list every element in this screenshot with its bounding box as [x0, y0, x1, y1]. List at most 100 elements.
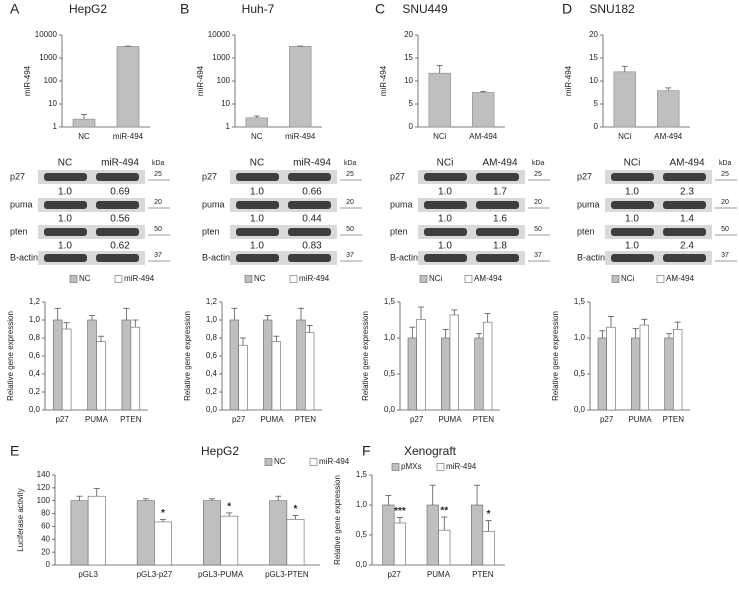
- blot-row-label: pten: [577, 226, 595, 236]
- legend-label: AM-494: [474, 274, 503, 283]
- blot-marker: 25: [721, 171, 729, 178]
- blot-band: [663, 173, 706, 181]
- blot-band: [611, 254, 654, 262]
- blot-column: AM-494: [669, 158, 704, 169]
- blot-quant: 1.0: [625, 214, 639, 225]
- blot-band: [476, 228, 519, 236]
- blot-row-label: pten: [390, 226, 408, 236]
- y-tick-label: 0,0: [356, 560, 368, 569]
- y-tick-label: 0,2: [206, 387, 218, 396]
- blot-band: [96, 173, 139, 181]
- y-tick-label: 1,5: [574, 297, 586, 306]
- blot-marker: 20: [346, 199, 354, 206]
- y-tick-label: 0,2: [29, 387, 41, 396]
- y-tick-label: 0,0: [29, 405, 41, 414]
- y-tick-label: 10: [404, 76, 413, 85]
- y-tick-label: 60: [41, 522, 50, 531]
- x-tick-label: PTEN: [663, 415, 685, 424]
- x-tick-label: NC: [251, 132, 263, 141]
- blot-row-label: p27: [390, 171, 405, 181]
- legend-swatch: [656, 275, 665, 283]
- y-tick-label: 1,0: [384, 333, 396, 342]
- chart-title: SNU449: [402, 2, 448, 16]
- legend-label: NCi: [429, 274, 443, 283]
- blot-unit: kDa: [152, 160, 165, 167]
- blot-row-label: pten: [202, 226, 220, 236]
- x-tick-label: NCi: [618, 132, 632, 141]
- blot-row-label: B-actin: [577, 252, 605, 262]
- blot-marker: 50: [721, 226, 729, 233]
- blot-quant: 1.4: [680, 214, 694, 225]
- panel-label: F: [362, 443, 371, 459]
- blot-band: [476, 201, 519, 209]
- bar: [271, 341, 281, 411]
- blot-quant: 1.0: [58, 187, 72, 198]
- y-tick-label: 10: [589, 76, 598, 85]
- blot-band: [611, 228, 654, 236]
- blot-row-label: p27: [577, 171, 592, 181]
- bar: [305, 332, 315, 411]
- blot-quant: 0.44: [302, 214, 322, 225]
- x-tick-label: PTEN: [473, 415, 495, 424]
- bar: [61, 328, 72, 411]
- bar: [121, 319, 132, 411]
- blot-band: [288, 173, 331, 181]
- blot-band: [424, 173, 467, 181]
- bar: [606, 326, 616, 411]
- y-tick-label: 10000: [35, 30, 58, 39]
- legend-label: miR-494: [446, 462, 477, 471]
- bar: [471, 504, 484, 566]
- legend-label: AM-494: [666, 274, 695, 283]
- x-tick-label: p27: [600, 415, 614, 424]
- blot-band: [44, 173, 87, 181]
- y-tick-label: 20: [589, 30, 598, 39]
- y-tick-label: 1000: [39, 53, 57, 62]
- blot-quant: 0.69: [110, 187, 130, 198]
- chart-title: HepG2: [201, 444, 239, 458]
- y-tick-label: 0,8: [29, 333, 41, 342]
- bar: [426, 504, 439, 566]
- blot-marker: 37: [534, 252, 542, 259]
- y-tick-label: 100: [37, 496, 51, 505]
- blot-marker: 37: [721, 252, 729, 259]
- x-tick-label: p27: [410, 415, 424, 424]
- blot-marker: 50: [154, 226, 162, 233]
- legend-label: miR-494: [124, 274, 155, 283]
- y-tick-label: 10: [221, 99, 230, 108]
- blot-column: NC: [58, 158, 72, 169]
- bar: [269, 500, 288, 566]
- bar: [472, 92, 495, 128]
- bar: [238, 344, 248, 411]
- legend-label: NC: [274, 457, 286, 466]
- blot-quant: 1.0: [250, 214, 264, 225]
- bar: [441, 337, 451, 411]
- blot-band: [663, 254, 706, 262]
- legend-swatch: [391, 463, 400, 471]
- x-tick-label: AM-494: [654, 132, 683, 141]
- significance: *: [227, 502, 231, 513]
- y-tick-label: 15: [404, 53, 413, 62]
- legend-label: NCi: [621, 274, 635, 283]
- y-tick-label: 140: [37, 470, 51, 479]
- x-tick-label: NC: [78, 132, 90, 141]
- y-axis-label: Relative gene expression: [6, 311, 15, 401]
- blot-quant: 1.0: [625, 187, 639, 198]
- blot-unit: kDa: [344, 160, 357, 167]
- blot-band: [663, 201, 706, 209]
- blot-quant: 1.0: [438, 187, 452, 198]
- legend-label: miR-494: [299, 274, 330, 283]
- blot-quant: 1.7: [493, 187, 507, 198]
- y-axis-label: Relative gene expression: [183, 311, 192, 401]
- bar: [72, 118, 96, 128]
- legend-label: pMXs: [401, 462, 421, 471]
- y-axis-label: Relative gene expression: [551, 311, 560, 401]
- y-tick-label: 0,6: [29, 351, 41, 360]
- panel-label: B: [180, 1, 189, 17]
- y-tick-label: 15: [589, 53, 598, 62]
- blot-band: [288, 254, 331, 262]
- x-tick-label: AM-494: [469, 132, 498, 141]
- blot-band: [236, 228, 279, 236]
- blot-band: [288, 228, 331, 236]
- blot-column: AM-494: [482, 158, 517, 169]
- bar: [393, 522, 406, 566]
